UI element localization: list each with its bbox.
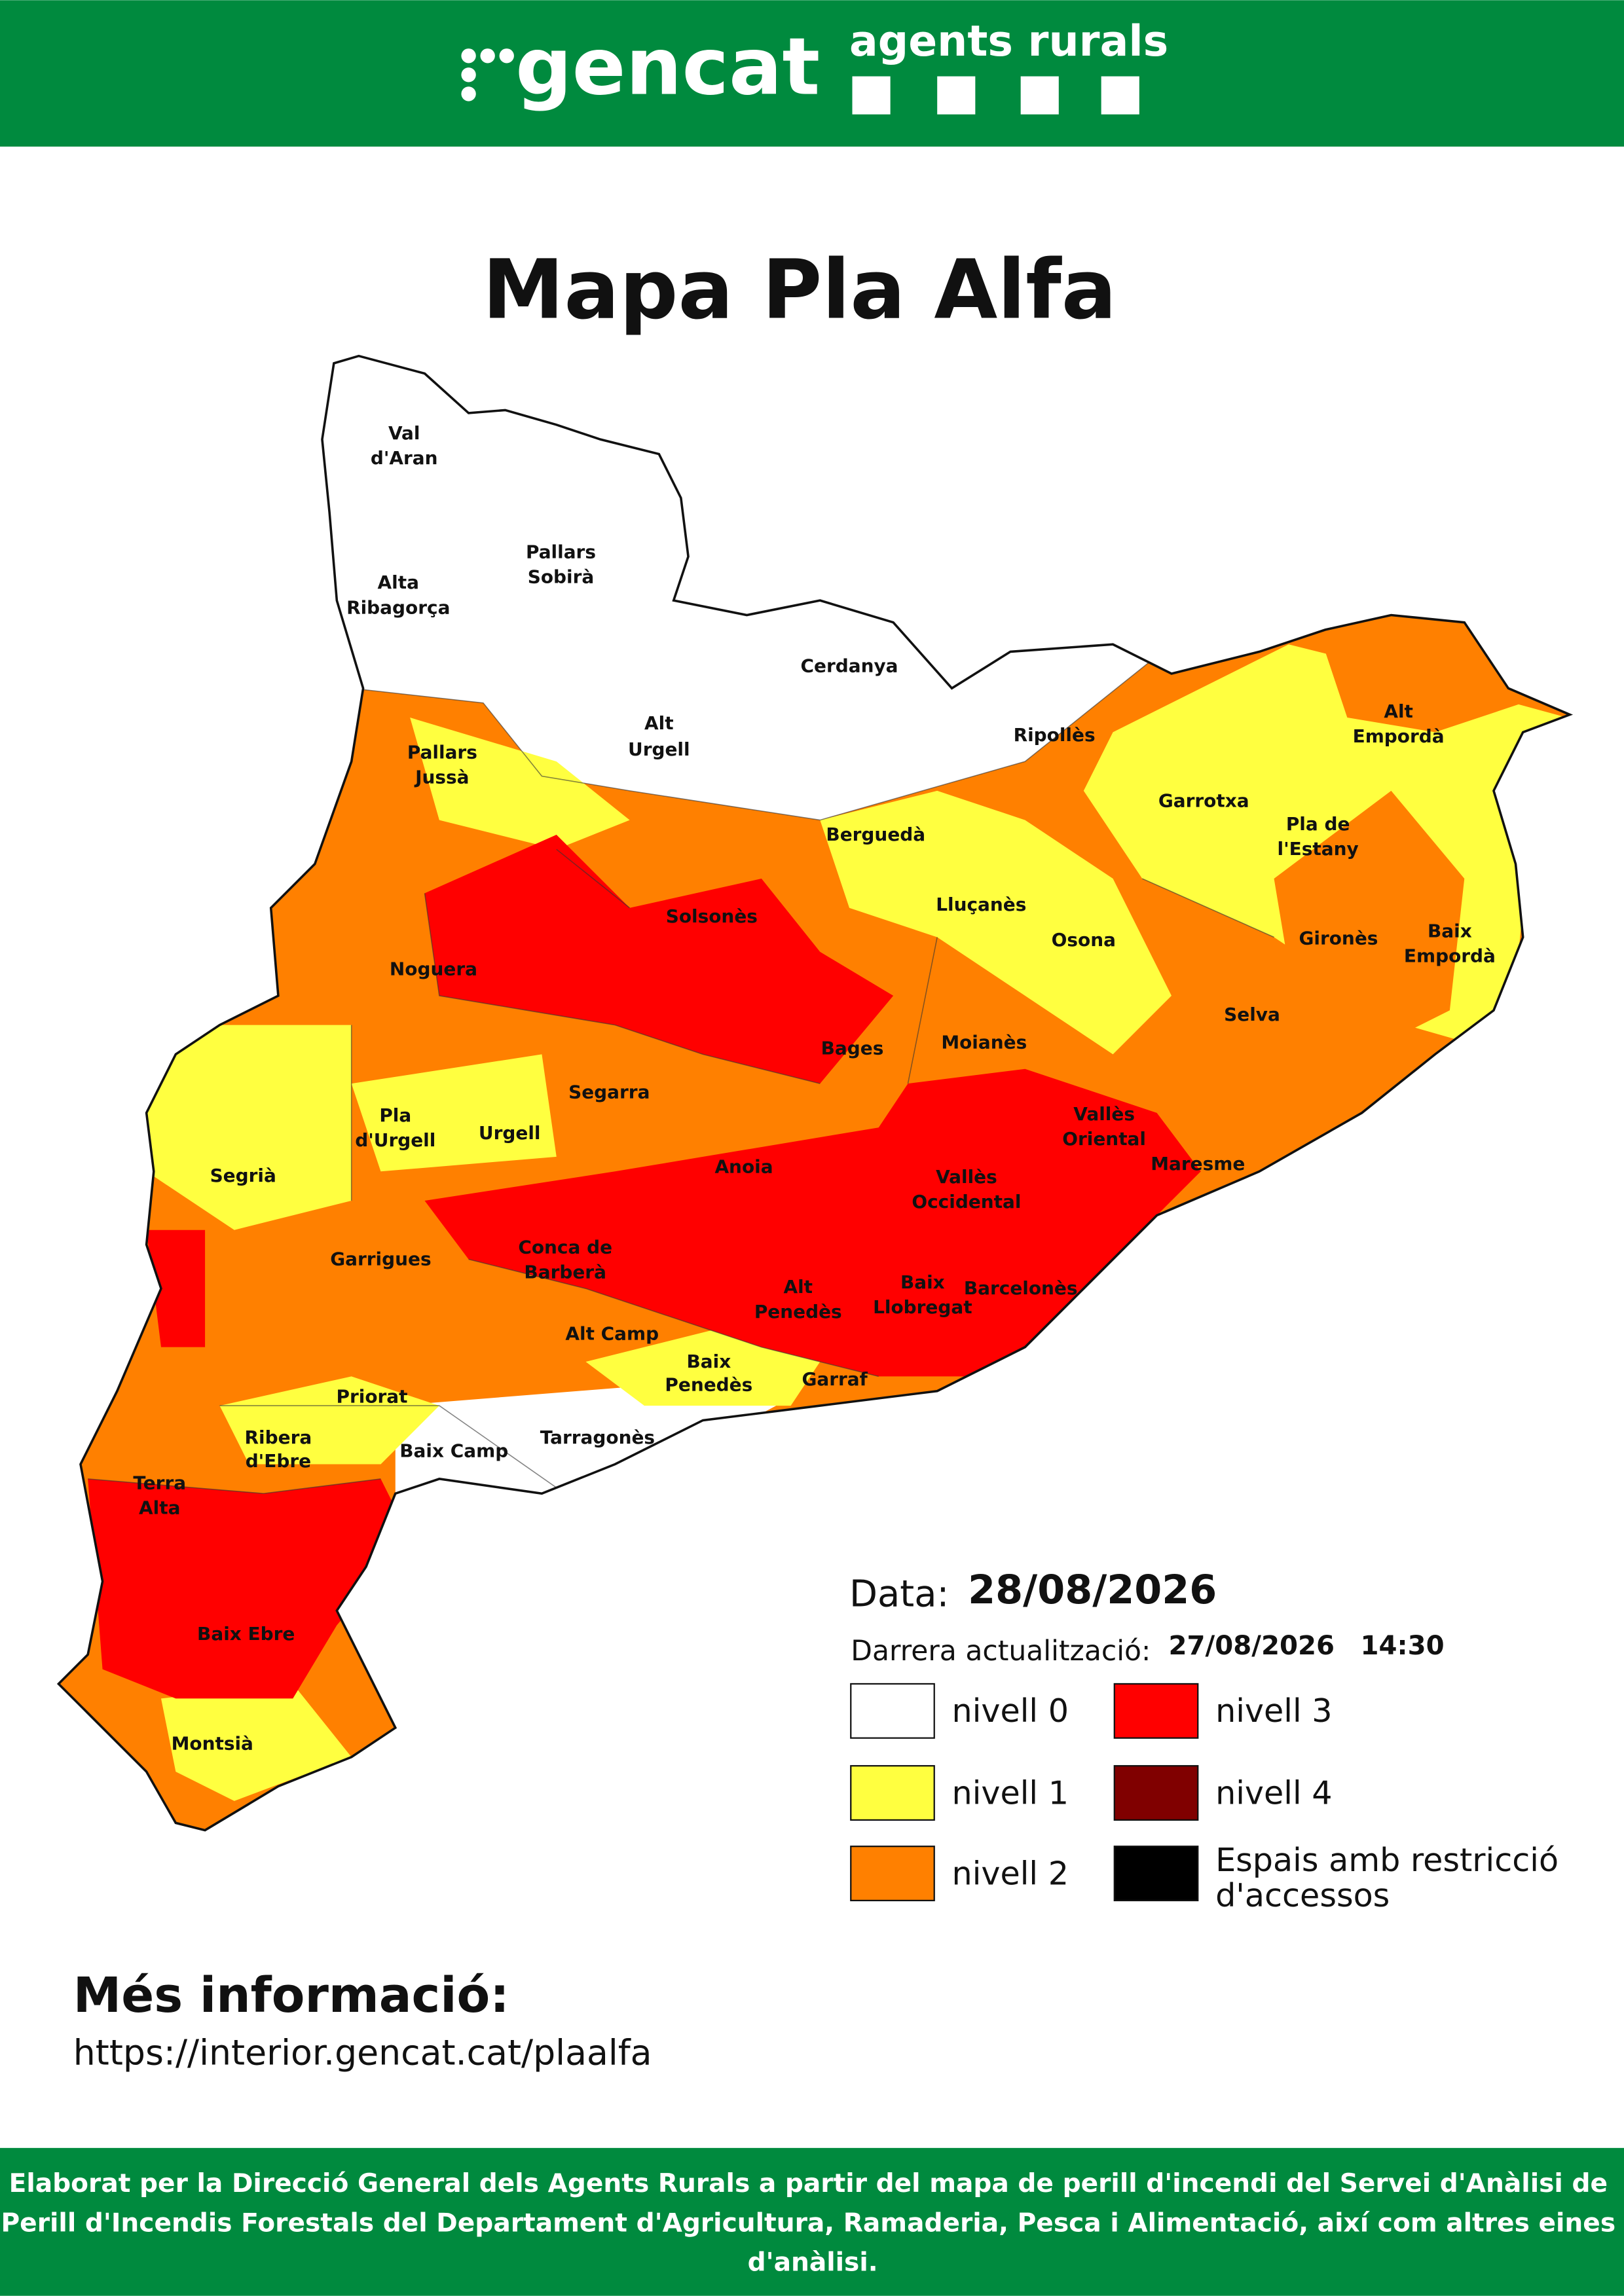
legend-swatch	[1113, 1846, 1199, 1902]
legend-label: nivell 4	[1215, 1774, 1332, 1812]
region-label: Anoia	[714, 1156, 773, 1178]
region-label: Baix Ebre	[197, 1623, 295, 1645]
region-label: Cerdanya	[801, 655, 898, 677]
date-label: Data:	[849, 1573, 949, 1615]
region-label: Baix Llobregat	[873, 1271, 972, 1318]
legend-label: Espais amb restricció d'accessos	[1215, 1841, 1559, 1914]
region-label: Vallès Oriental	[1062, 1103, 1146, 1150]
update-time: 14:30	[1360, 1631, 1444, 1661]
legend-label: nivell 2	[952, 1854, 1069, 1892]
region-label: Moianès	[941, 1031, 1027, 1053]
region-label: Segrià	[210, 1165, 276, 1186]
region-label: Solsonès	[666, 905, 758, 927]
legend-label: nivell 3	[1215, 1692, 1332, 1730]
region-label: Gironès	[1299, 928, 1378, 949]
title: Mapa Pla Alfa	[483, 242, 1116, 338]
header-bar	[0, 0, 1624, 147]
logo-text: gencat	[515, 21, 820, 113]
region-label: Selva	[1224, 1004, 1280, 1025]
region-label: Baix Empordà	[1404, 920, 1496, 966]
region-label: Alt Penedès	[754, 1276, 842, 1322]
region-label: Berguedà	[826, 824, 925, 845]
legend: nivell 0 nivell 1 nivell 2 nivell 3 nive…	[850, 1683, 1559, 1914]
agency-name: agents rurals	[849, 17, 1168, 66]
region-label: Montsià	[172, 1733, 253, 1755]
region-label: Baix Penedès	[665, 1351, 752, 1396]
date-value: 28/08/2026	[968, 1567, 1217, 1613]
region-label: Bages	[821, 1037, 884, 1059]
legend-swatch	[850, 1765, 935, 1821]
map-outline	[56, 354, 1574, 1832]
region-label: Ripollès	[1014, 724, 1096, 746]
legend-label: nivell 1	[952, 1774, 1069, 1812]
agency-squares	[852, 76, 1139, 115]
region-label: Pla de l'Estany	[1278, 813, 1359, 860]
region-label: Lluçanès	[936, 894, 1026, 915]
footer-text: Elaborat per la Direcció General dels Ag…	[1, 2169, 1624, 2278]
region-labels: Val d'Aran Alta Ribagorça Pallars Sobirà Ce…	[133, 422, 1495, 1754]
region-label: Barcelonès	[964, 1277, 1078, 1299]
region-label: Garrigues	[330, 1248, 431, 1269]
region-label: Garraf	[802, 1368, 868, 1390]
region-label: Tarragonès	[540, 1427, 655, 1448]
region-label: Alt Camp	[565, 1322, 659, 1344]
region-label: Ribera d'Ebre	[245, 1427, 312, 1472]
region-label: Vallès Occidental	[912, 1166, 1021, 1212]
footer-bar	[0, 2147, 1624, 2296]
region-label: Segarra	[568, 1081, 650, 1102]
region-label: Val d'Aran	[371, 422, 438, 469]
region-label: Conca de Barberà	[518, 1237, 612, 1283]
region-label: Terra Alta	[133, 1472, 186, 1519]
region-label: Pallars Jussà	[407, 742, 477, 788]
region-label: Alt Empordà	[1353, 701, 1445, 747]
legend-swatch	[850, 1683, 935, 1739]
more-info-url[interactable]: https://interior.gencat.cat/plaalfa	[73, 2032, 652, 2073]
region-label: Garrotxa	[1158, 790, 1249, 811]
region-label: Urgell	[479, 1122, 541, 1144]
update-date: 27/08/2026	[1169, 1631, 1335, 1661]
region-label: Priorat	[336, 1386, 407, 1408]
region-label: Alt Urgell	[628, 712, 690, 760]
region-label: Pla d'Urgell	[355, 1104, 435, 1151]
region-label: Baix Camp	[399, 1440, 508, 1461]
region-label: Alta Ribagorça	[346, 572, 450, 618]
legend-label: nivell 0	[952, 1692, 1069, 1730]
update-label: Darrera actualització:	[851, 1635, 1151, 1667]
legend-swatch	[850, 1846, 935, 1902]
region-label: Pallars Sobirà	[526, 541, 596, 587]
region-label: Noguera	[390, 958, 477, 980]
region-label: Osona	[1052, 929, 1116, 951]
logo-icon	[461, 48, 514, 101]
more-info-heading: Més informació:	[73, 1968, 509, 2024]
legend-swatch	[1113, 1683, 1199, 1739]
region-label: Maresme	[1151, 1153, 1245, 1175]
legend-swatch	[1113, 1765, 1199, 1821]
